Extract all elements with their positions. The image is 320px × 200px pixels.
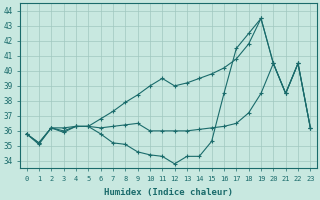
X-axis label: Humidex (Indice chaleur): Humidex (Indice chaleur) [104,188,233,197]
